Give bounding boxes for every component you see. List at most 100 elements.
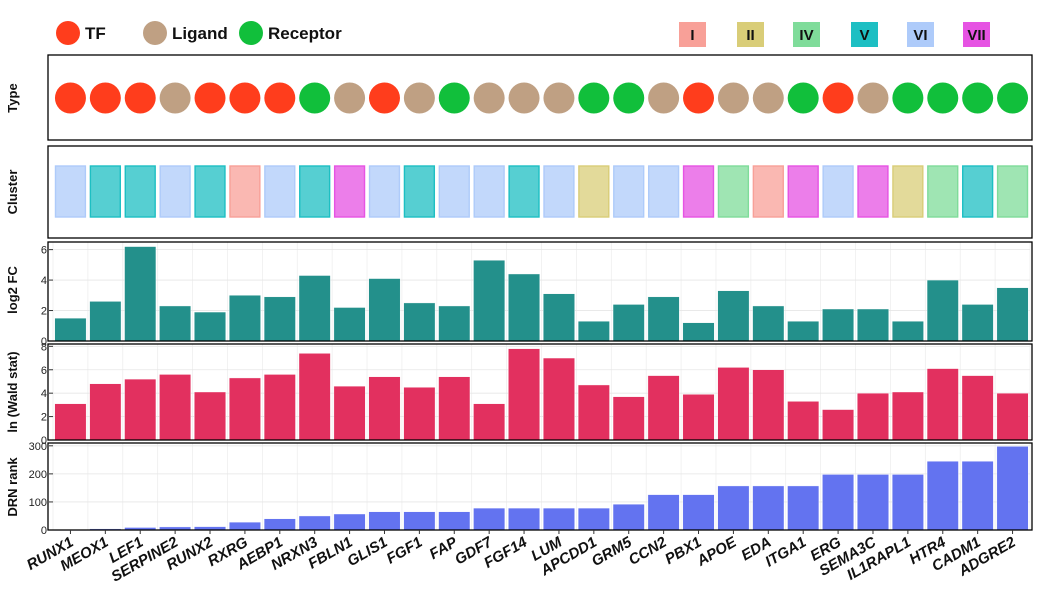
- log2-fc-tick-label: 0: [41, 336, 47, 348]
- log2-fc-bar-runx2: [194, 311, 226, 342]
- cluster-box-ccn2: [647, 165, 680, 218]
- type-marker-meox1: [89, 82, 121, 114]
- ln-wald-stat--bar-nrxn3: [298, 353, 331, 441]
- cluster-box-lef1: [124, 165, 156, 218]
- ln-wald-stat--bar-gdf7: [473, 403, 506, 441]
- legend-label-cluster-iv: IV: [799, 27, 813, 44]
- ln-wald-stat--tick-label: 0: [41, 435, 47, 447]
- drn-rank-bar-apoe: [717, 485, 750, 531]
- type-panel-label: Type: [5, 83, 20, 112]
- cluster-box-fgf1: [403, 165, 436, 218]
- legend-box-cluster-i: [679, 22, 706, 47]
- ln-wald-stat--bar-eda: [752, 369, 785, 441]
- type-marker-glis1: [368, 82, 400, 114]
- drn-rank-bar-apcdd1: [577, 507, 610, 531]
- log2-fc-bar-fap: [438, 305, 471, 342]
- drn-rank-bar-nrxn3: [298, 515, 331, 531]
- ln-wald-stat--bar-htr4: [926, 368, 959, 441]
- type-marker-ccn2: [648, 82, 680, 114]
- log2-fc-bar-eda: [752, 305, 785, 342]
- legend-box-cluster-vi: [907, 22, 934, 47]
- drn-rank-bar-glis1: [368, 511, 401, 531]
- cluster-box-apcdd1: [578, 165, 610, 218]
- legend-marker-receptor: [239, 21, 263, 45]
- cluster-box-nrxn3: [299, 165, 331, 218]
- wald-panel: 0 2 4 6 8: [41, 341, 1033, 447]
- ln-wald-stat--tick-label: 4: [41, 388, 47, 400]
- ln-wald-stat--bar-itga1: [787, 401, 820, 441]
- legend-label-tf: TF: [85, 24, 106, 43]
- drn-rank-bar-fap: [438, 511, 471, 531]
- log2-fc-bar-runx1: [54, 317, 87, 342]
- ln-wald-stat--bar-adgre2: [996, 392, 1029, 441]
- ln-wald-stat--bar-cadm1: [961, 375, 994, 441]
- type-marker-runx1: [54, 82, 86, 114]
- legend-box-cluster-v: [851, 22, 878, 47]
- ln-wald-stat--bar-il1rapl1: [891, 391, 924, 441]
- gene-labels: RUNX1MEOX1LEF1SERPINE2RUNX2RXRGAEBP1NRXN…: [24, 530, 1019, 586]
- type-marker-erg: [822, 82, 854, 114]
- legend: TF Ligand Receptor I II IV V VI VII: [56, 21, 990, 47]
- log2-fc-bar-apcdd1: [577, 321, 610, 342]
- drn-rank-bar-fgf14: [508, 507, 540, 531]
- type-marker-htr4: [927, 82, 959, 114]
- type-marker-lum: [543, 82, 575, 114]
- drn-rank-bar-eda: [752, 485, 785, 531]
- panel-frames: [47, 54, 1033, 239]
- drn-rank-bar-itga1: [787, 485, 820, 531]
- type-marker-fgf14: [508, 82, 540, 114]
- cluster-box-htr4: [927, 165, 959, 218]
- ln-wald-stat--bar-runx2: [194, 391, 226, 441]
- legend-label-receptor: Receptor: [268, 24, 342, 43]
- log2-fc-bar-rxrg: [229, 295, 261, 342]
- drn-rank-bar-fgf1: [403, 511, 436, 531]
- ln-wald-stat--panel-frame: [47, 343, 1033, 441]
- cluster-box-aebp1: [264, 165, 296, 218]
- ln-wald-stat--bar-grm5: [612, 396, 645, 441]
- drn-rank-bar-cadm1: [961, 461, 994, 531]
- type-marker-sema3c: [857, 82, 889, 114]
- cluster-box-runx1: [54, 165, 87, 218]
- ln-wald-stat--bar-runx1: [54, 403, 87, 441]
- type-marker-nrxn3: [299, 82, 331, 114]
- log2-fc-tick-label: 4: [41, 275, 47, 287]
- legend-label-cluster-v: V: [859, 27, 869, 44]
- drn-rank-bar-rxrg: [229, 521, 261, 531]
- type-marker-fap: [438, 82, 470, 114]
- log2-fc-bar-il1rapl1: [891, 321, 924, 342]
- cluster-box-erg: [822, 165, 854, 218]
- ln-wald-stat--bar-apoe: [717, 367, 750, 441]
- ln-wald-stat--bar-serpine2: [159, 374, 192, 441]
- drn-rank-bar-erg: [822, 474, 854, 531]
- cluster-box-fgf14: [508, 165, 540, 218]
- cluster-box-apoe: [717, 165, 750, 218]
- drn-rank-panel-frame: [47, 442, 1033, 531]
- log2-fc-tick-label: 2: [41, 306, 47, 318]
- drn-rank-bar-fbln1: [333, 513, 366, 531]
- drn-rank-tick-label: 200: [29, 469, 47, 481]
- drn-rank-bar-il1rapl1: [891, 474, 924, 531]
- type-marker-il1rapl1: [892, 82, 924, 114]
- cluster-box-meox1: [89, 165, 121, 218]
- cluster-box-adgre2: [996, 165, 1029, 218]
- log2-fc-panel-frame: [47, 241, 1033, 342]
- ln-wald-stat--bar-meox1: [89, 383, 122, 441]
- type-marker-adgre2: [997, 82, 1029, 114]
- cluster-box-il1rapl1: [892, 165, 924, 218]
- log2-fc-bar-serpine2: [159, 305, 192, 342]
- legend-box-cluster-vii: [963, 22, 990, 47]
- drn-rank-bar-htr4: [926, 461, 959, 531]
- ln-wald-stat--bar-ccn2: [647, 375, 680, 441]
- cluster-box-eda: [752, 165, 784, 218]
- ln-wald-stat--bar-lef1: [124, 378, 157, 441]
- drn-rank-bar-sema3c: [857, 474, 889, 531]
- type-marker-fgf1: [403, 82, 435, 114]
- cluster-box-grm5: [613, 165, 645, 218]
- legend-label-ligand: Ligand: [172, 24, 228, 43]
- type-marker-pbx1: [683, 82, 715, 114]
- ln-wald-stat--bar-fgf14: [508, 348, 540, 441]
- cluster-box-itga1: [787, 165, 819, 218]
- type-marker-aebp1: [264, 82, 296, 114]
- cluster-box-sema3c: [857, 165, 889, 218]
- gene-label-apoe: APOE: [693, 533, 740, 570]
